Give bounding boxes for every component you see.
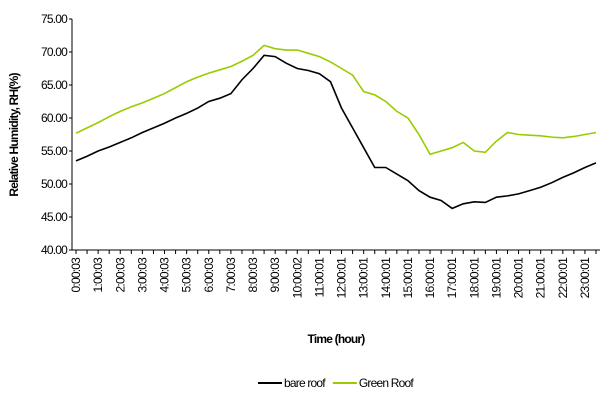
x-tick-label: 5:00:03 xyxy=(180,257,194,293)
x-tick-label: 10:00:02 xyxy=(290,257,304,298)
x-tick-label: 3:00:03 xyxy=(135,257,149,293)
y-tick-label: 60.00 xyxy=(41,111,68,125)
x-axis-title: Time (hour) xyxy=(308,332,366,346)
x-tick-label: 18:00:01 xyxy=(467,257,481,298)
x-tick-label: 7:00:03 xyxy=(224,257,238,293)
x-tick-label: 4:00:03 xyxy=(158,257,172,293)
y-tick-label: 75.00 xyxy=(41,12,68,26)
x-tick-label: 15:00:01 xyxy=(401,257,415,298)
y-tick-label: 45.00 xyxy=(41,210,68,224)
x-tick-label: 22:00:01 xyxy=(556,257,570,298)
y-tick-label: 70.00 xyxy=(41,45,68,59)
x-tick-label: 12:00:01 xyxy=(335,257,349,298)
x-tick-label: 16:00:01 xyxy=(423,257,437,298)
x-tick-label: 0:00:03 xyxy=(69,257,83,293)
legend-label: bare roof xyxy=(284,376,326,390)
x-tick-label: 11:00:01 xyxy=(312,257,326,298)
x-tick-label: 19:00:01 xyxy=(489,257,503,298)
x-tick-label: 9:00:03 xyxy=(268,257,282,293)
y-tick-label: 50.00 xyxy=(41,177,68,191)
x-tick-label: 14:00:01 xyxy=(379,257,393,298)
y-axis-title: Relative Humidity, RH(%) xyxy=(7,73,21,197)
x-tick-label: 2:00:03 xyxy=(113,257,127,293)
y-tick-label: 65.00 xyxy=(41,78,68,92)
series-line xyxy=(75,54,597,210)
y-tick-label: 40.00 xyxy=(41,243,68,257)
x-tick-label: 21:00:01 xyxy=(534,257,548,298)
series-line xyxy=(75,44,597,156)
x-tick-label: 20:00:01 xyxy=(512,257,526,298)
x-tick-label: 23:00:01 xyxy=(578,257,592,298)
x-tick-label: 1:00:03 xyxy=(91,257,105,293)
legend-label: Green Roof xyxy=(359,376,414,390)
x-tick-label: 8:00:03 xyxy=(246,257,260,293)
y-tick-label: 55.00 xyxy=(41,144,68,158)
x-tick-label: 6:00:03 xyxy=(202,257,216,293)
x-tick-label: 17:00:01 xyxy=(445,257,459,298)
x-tick-label: 13:00:01 xyxy=(357,257,371,298)
